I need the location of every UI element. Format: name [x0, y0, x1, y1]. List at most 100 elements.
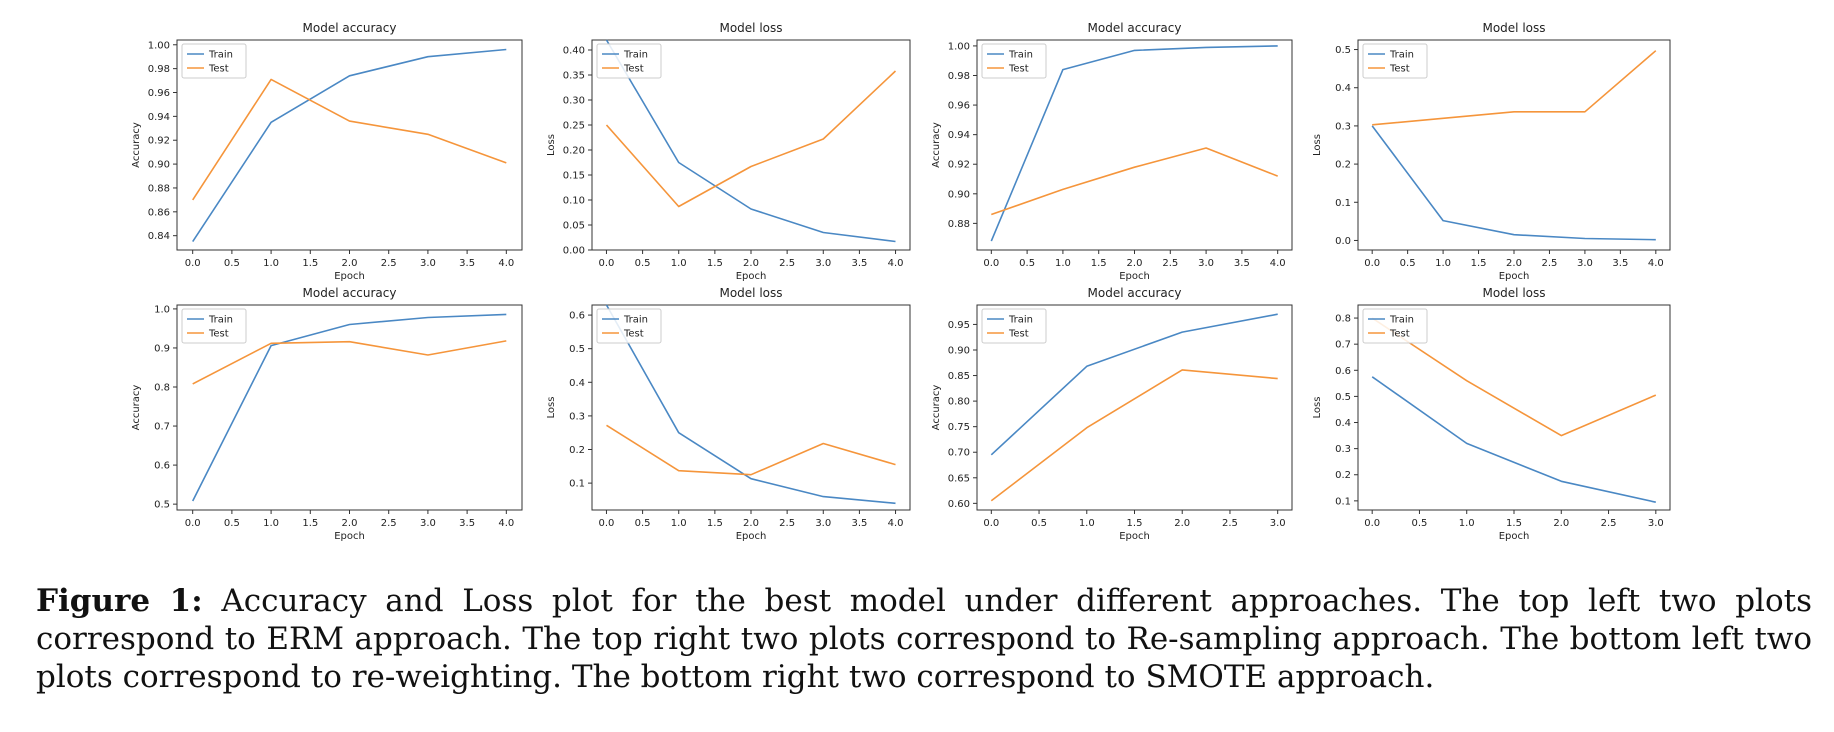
- figure-caption: Figure 1: Accuracy and Loss plot for the…: [36, 582, 1812, 696]
- chart-title: Model accuracy: [303, 286, 397, 300]
- x-tick-label: 3.0: [420, 258, 436, 269]
- x-tick-label: 0.5: [635, 518, 651, 529]
- x-tick-label: 4.0: [1648, 258, 1664, 269]
- y-tick-label: 0.0: [1335, 236, 1351, 247]
- x-tick-label: 3.0: [815, 518, 831, 529]
- legend-label-train: Train: [1389, 315, 1414, 326]
- y-tick-label: 0.90: [148, 160, 170, 171]
- y-tick-label: 0.5: [1335, 392, 1351, 403]
- x-tick-label: 0.5: [224, 258, 240, 269]
- y-tick-label: 1.00: [948, 41, 970, 52]
- x-tick-label: 0.0: [599, 258, 615, 269]
- x-axis-label: Epoch: [736, 271, 767, 282]
- caption-text: Accuracy and Loss plot for the best mode…: [36, 583, 1812, 695]
- y-axis-label: Accuracy: [931, 122, 942, 168]
- y-tick-label: 0.98: [948, 71, 970, 82]
- series-line-test: [990, 369, 1278, 502]
- x-axis-label: Epoch: [1499, 271, 1530, 282]
- x-tick-label: 1.0: [263, 518, 279, 529]
- x-tick-label: 3.5: [1612, 258, 1628, 269]
- legend-label-train: Train: [208, 50, 233, 61]
- x-tick-label: 1.5: [1506, 518, 1522, 529]
- y-tick-label: 0.1: [1335, 496, 1351, 507]
- series-line-train: [1371, 125, 1656, 241]
- x-tick-label: 0.0: [983, 258, 999, 269]
- x-tick-label: 3.5: [459, 518, 475, 529]
- y-axis-label: Accuracy: [131, 122, 142, 168]
- x-tick-label: 2.0: [1506, 258, 1522, 269]
- x-tick-label: 2.0: [743, 258, 759, 269]
- y-tick-label: 0.95: [948, 320, 970, 331]
- legend-box: [596, 43, 662, 79]
- chart-title: Model loss: [1482, 286, 1545, 300]
- x-tick-label: 2.5: [381, 258, 397, 269]
- y-tick-label: 0.5: [154, 500, 170, 511]
- legend-label-test: Test: [1008, 64, 1029, 75]
- chart-title: Model loss: [719, 286, 782, 300]
- x-tick-label: 1.0: [1435, 258, 1451, 269]
- series-line-test: [606, 424, 896, 476]
- x-tick-label: 0.0: [185, 518, 201, 529]
- y-tick-label: 0.84: [148, 231, 170, 242]
- y-axis-label: Loss: [546, 134, 557, 156]
- series-line-test: [1372, 50, 1657, 126]
- x-tick-label: 1.5: [1091, 258, 1107, 269]
- y-tick-label: 0.8: [154, 383, 170, 394]
- y-axis-label: Accuracy: [131, 385, 142, 431]
- series-line-train: [192, 48, 507, 243]
- chart-title: Model accuracy: [1088, 21, 1182, 35]
- x-tick-label: 2.0: [342, 258, 358, 269]
- x-axis-label: Epoch: [1119, 531, 1150, 542]
- figure-charts: Model accuracy 0.0 0.5 1.0 1.5 2.0 2.5 3.0 3.5 4.…: [131, 21, 1671, 542]
- x-tick-label: 3.0: [1198, 258, 1214, 269]
- series-line-test: [192, 78, 507, 201]
- series-line-train: [191, 313, 507, 502]
- y-tick-label: 0.94: [148, 112, 170, 123]
- x-tick-label: 1.0: [671, 258, 687, 269]
- x-tick-label: 2.0: [1174, 518, 1190, 529]
- y-tick-label: 0.10: [563, 196, 585, 207]
- y-tick-label: 0.4: [569, 378, 585, 389]
- x-tick-label: 3.0: [420, 518, 436, 529]
- x-tick-label: 1.5: [1471, 258, 1487, 269]
- y-tick-label: 0.75: [948, 422, 970, 433]
- y-tick-label: 0.3: [569, 411, 585, 422]
- x-tick-label: 4.0: [498, 258, 514, 269]
- legend-box: [1362, 308, 1428, 344]
- y-tick-label: 0.3: [1335, 444, 1351, 455]
- y-tick-label: 0.92: [148, 136, 170, 147]
- x-tick-label: 3.0: [1577, 258, 1593, 269]
- x-tick-label: 2.0: [1127, 258, 1143, 269]
- y-tick-label: 0.6: [569, 311, 585, 322]
- x-tick-label: 1.5: [707, 258, 723, 269]
- series-line-test: [605, 70, 897, 208]
- y-tick-label: 0.88: [948, 219, 970, 230]
- y-tick-label: 0.6: [154, 461, 170, 472]
- x-tick-label: 1.5: [707, 518, 723, 529]
- y-tick-label: 0.9: [154, 343, 170, 354]
- y-tick-label: 0.2: [1335, 470, 1351, 481]
- x-tick-label: 1.0: [671, 518, 687, 529]
- x-tick-label: 3.0: [1270, 518, 1286, 529]
- chart-title: Model accuracy: [1088, 286, 1182, 300]
- y-tick-label: 0.35: [563, 71, 585, 82]
- y-tick-label: 0.70: [948, 448, 970, 459]
- legend-box: [181, 308, 247, 344]
- y-tick-label: 0.30: [563, 96, 585, 107]
- y-tick-label: 0.96: [948, 101, 970, 112]
- series-line-test: [991, 147, 1278, 216]
- x-tick-label: 2.5: [1222, 518, 1238, 529]
- x-tick-label: 2.5: [1162, 258, 1178, 269]
- y-tick-label: 0.1: [569, 479, 585, 490]
- x-tick-label: 0.5: [1019, 258, 1035, 269]
- y-tick-label: 0.6: [1335, 366, 1351, 377]
- y-tick-label: 0.40: [563, 46, 585, 57]
- caption-label: Figure 1:: [36, 583, 203, 619]
- x-tick-label: 3.5: [851, 518, 867, 529]
- x-tick-label: 1.5: [302, 258, 318, 269]
- x-tick-label: 0.0: [1364, 258, 1380, 269]
- y-tick-label: 0.98: [148, 64, 170, 75]
- y-tick-label: 0.15: [563, 171, 585, 182]
- x-tick-label: 1.5: [302, 518, 318, 529]
- legend-label-train: Train: [208, 315, 233, 326]
